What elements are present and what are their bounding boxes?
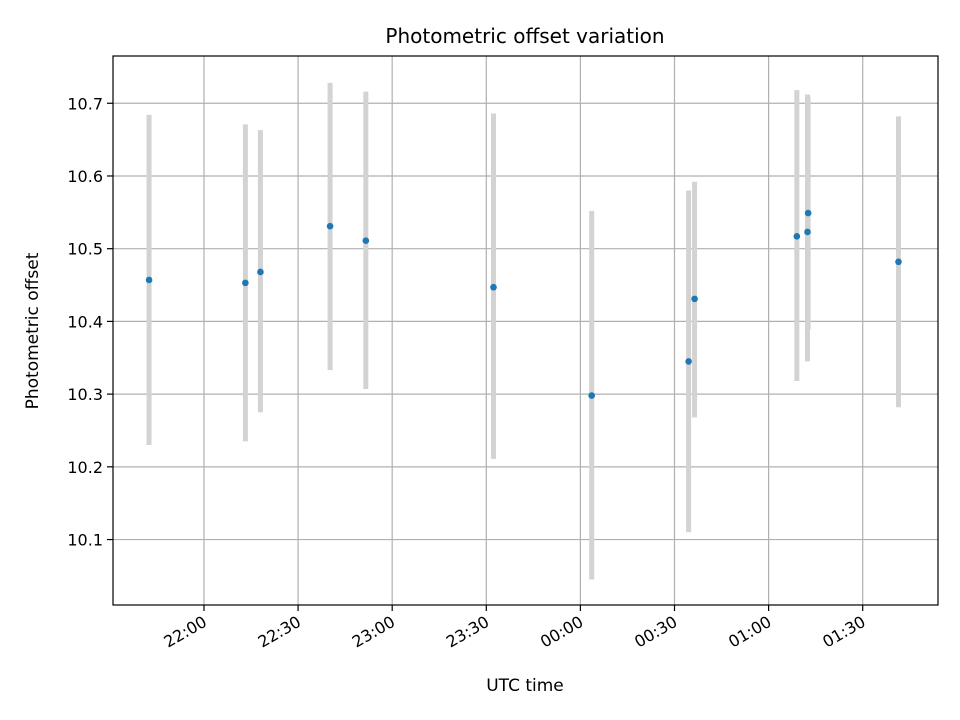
- data-point: [793, 233, 801, 240]
- y-tick-label: 10.6: [67, 167, 103, 186]
- x-axis-label: UTC time: [486, 676, 564, 696]
- chart-title: Photometric offset variation: [385, 24, 664, 48]
- y-axis-ticks: 10.1 10.2 10.3 10.4 10.5 10.6 10.7: [67, 94, 113, 550]
- data-point: [588, 392, 595, 399]
- data-point: [691, 295, 698, 303]
- y-tick-label: 10.1: [67, 531, 103, 550]
- data-point: [257, 268, 264, 276]
- plot-area: [113, 56, 938, 605]
- y-tick-label: 10.4: [67, 312, 103, 331]
- y-tick-label: 10.5: [67, 240, 103, 259]
- y-axis-label: Photometric offset: [23, 252, 43, 409]
- data-point: [685, 358, 692, 365]
- y-tick-label: 10.3: [67, 385, 103, 404]
- y-tick-label: 10.2: [67, 458, 103, 477]
- data-points: [145, 209, 902, 399]
- data-point: [326, 222, 334, 230]
- data-point: [804, 228, 811, 236]
- grid-lines: [113, 56, 938, 605]
- plot-frame: [112, 55, 939, 606]
- data-point: [362, 237, 370, 244]
- data-point: [804, 209, 812, 217]
- data-point: [490, 283, 497, 291]
- data-point: [145, 276, 153, 284]
- data-point: [242, 279, 249, 287]
- y-tick-label: 10.7: [67, 94, 103, 113]
- data-point: [895, 258, 902, 266]
